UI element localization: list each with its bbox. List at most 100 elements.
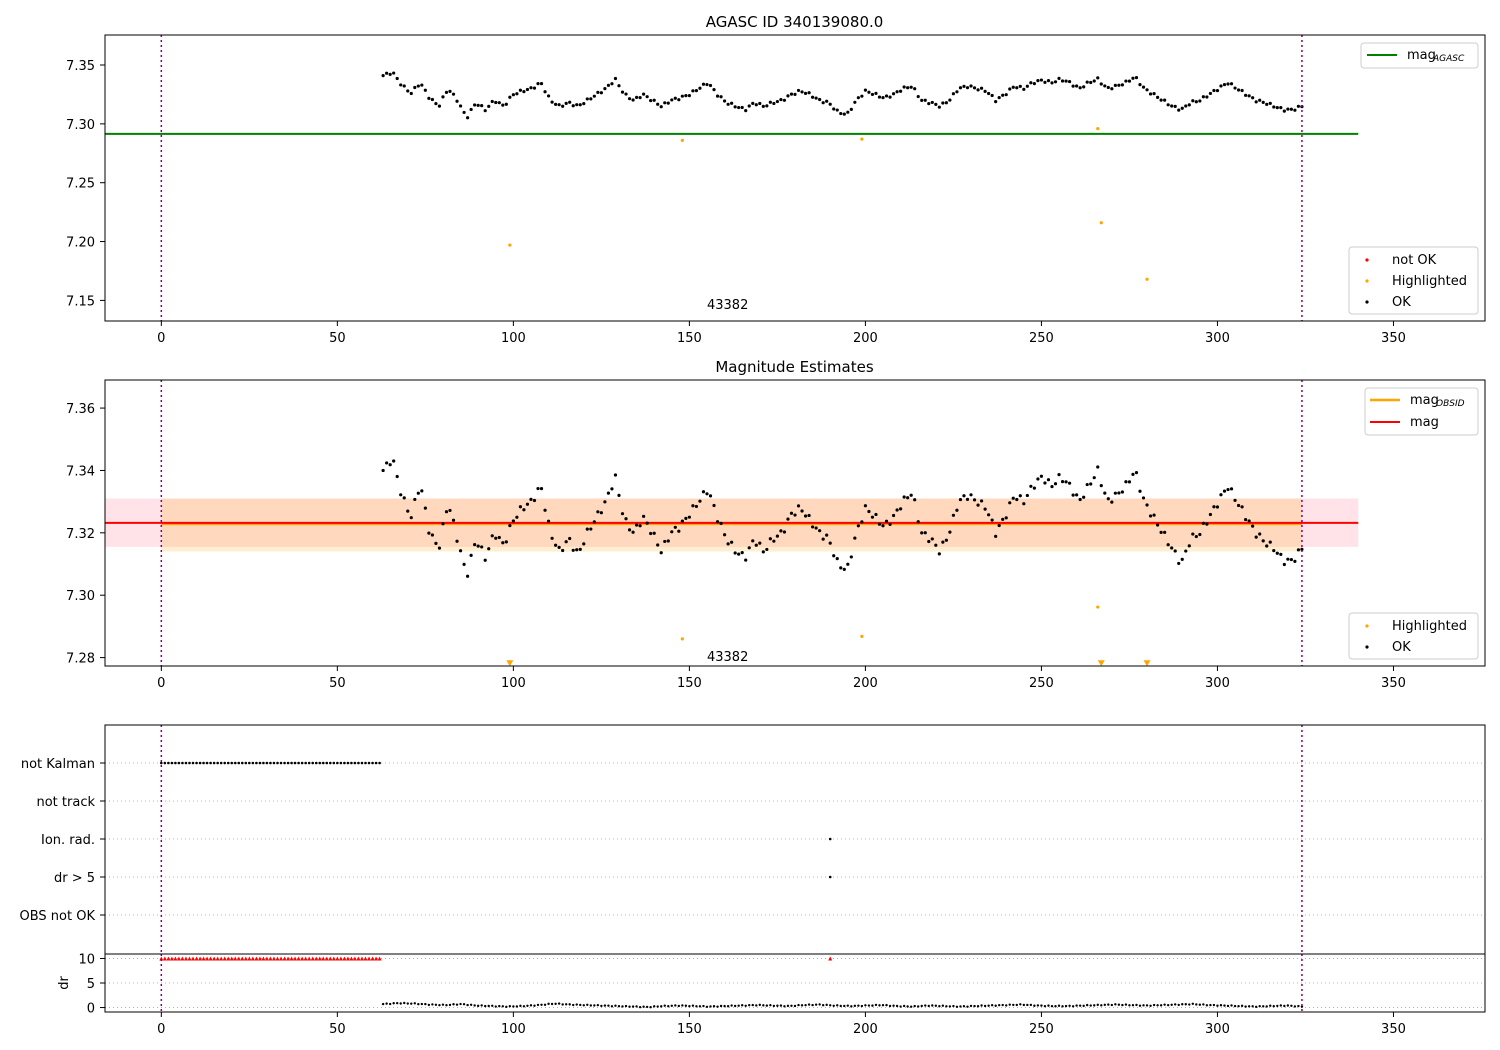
point-ok bbox=[811, 525, 815, 529]
marker-dr-clipped bbox=[307, 956, 312, 961]
point-ok bbox=[1071, 84, 1075, 88]
y-tick-label: 7.25 bbox=[66, 177, 95, 192]
point-dr bbox=[533, 1004, 536, 1007]
point-dr bbox=[1029, 1003, 1033, 1007]
point-dr bbox=[406, 1002, 409, 1005]
point-dr bbox=[1269, 1004, 1272, 1007]
point-dr bbox=[846, 1004, 850, 1007]
flag-point bbox=[360, 761, 364, 765]
point-dr bbox=[501, 1005, 505, 1008]
point-ok bbox=[994, 534, 998, 538]
point-ok bbox=[620, 512, 625, 516]
point-ok bbox=[994, 100, 998, 104]
point-ok bbox=[899, 507, 903, 511]
point-ok bbox=[642, 92, 646, 96]
top-panel-title: AGASC ID 340139080.0 bbox=[706, 13, 884, 31]
point-ok bbox=[927, 101, 931, 106]
point-dr bbox=[867, 1004, 871, 1007]
point-ok bbox=[1103, 491, 1107, 495]
point-dr bbox=[811, 1003, 814, 1007]
point-dr bbox=[554, 1002, 557, 1006]
point-dr bbox=[1265, 1005, 1268, 1008]
point-dr bbox=[536, 1003, 540, 1007]
point-ok bbox=[772, 539, 776, 543]
marker-dr-clipped bbox=[215, 956, 220, 961]
point-ok bbox=[740, 551, 744, 555]
flag-row-label: Ion. rad. bbox=[41, 833, 95, 848]
point-dr bbox=[568, 1003, 571, 1006]
marker-dr-clipped bbox=[194, 956, 199, 961]
point-ok bbox=[1120, 83, 1124, 87]
point-ok bbox=[849, 107, 853, 112]
point-ok bbox=[392, 71, 396, 75]
point-ok bbox=[1254, 100, 1258, 104]
point-ok bbox=[554, 102, 558, 106]
point-dr bbox=[1033, 1004, 1036, 1007]
point-ok bbox=[1127, 79, 1132, 83]
point-dr bbox=[593, 1004, 596, 1007]
point-dr bbox=[526, 1004, 529, 1007]
point-ok bbox=[825, 533, 829, 537]
point-ok bbox=[923, 98, 927, 102]
point-ok bbox=[765, 547, 769, 552]
marker-dr-clipped bbox=[233, 956, 238, 961]
point-dr bbox=[1188, 1003, 1191, 1006]
point-ok bbox=[821, 537, 825, 541]
flag-point bbox=[371, 761, 374, 765]
point-ok bbox=[564, 540, 568, 544]
point-ok bbox=[997, 95, 1001, 100]
point-ok bbox=[983, 89, 987, 93]
point-dr bbox=[413, 1002, 416, 1005]
point-ok bbox=[1099, 484, 1103, 488]
point-dr bbox=[751, 1003, 754, 1007]
top-legend-markers: not OK Highlighted OK bbox=[1348, 246, 1479, 315]
point-ok bbox=[1011, 85, 1015, 89]
point-dr bbox=[399, 1002, 402, 1005]
point-ok bbox=[1177, 561, 1181, 566]
point-ok bbox=[920, 531, 924, 535]
point-ok bbox=[1085, 80, 1089, 84]
point-ok bbox=[620, 90, 625, 94]
point-dr bbox=[1290, 1004, 1293, 1007]
point-dr bbox=[976, 1005, 980, 1008]
point-ok bbox=[617, 84, 621, 88]
point-ok bbox=[1268, 540, 1272, 544]
point-ok bbox=[888, 522, 892, 527]
marker-dr-clipped bbox=[349, 956, 354, 961]
point-dr bbox=[1181, 1003, 1184, 1006]
axes-frame bbox=[104, 34, 1486, 322]
flag-point bbox=[184, 761, 188, 765]
legend-label-highlighted: Highlighted bbox=[1392, 619, 1467, 634]
point-ok bbox=[1229, 487, 1234, 491]
point-dr bbox=[1050, 1004, 1054, 1008]
point-ok bbox=[775, 99, 779, 104]
point-ok bbox=[1029, 81, 1033, 85]
point-dr bbox=[821, 1004, 825, 1007]
point-dr bbox=[730, 1004, 733, 1007]
point-ok bbox=[867, 90, 871, 94]
point-ok bbox=[863, 504, 868, 508]
point-dr bbox=[607, 1004, 610, 1007]
point-dr bbox=[800, 1004, 804, 1007]
point-dr bbox=[1166, 1003, 1170, 1007]
x-tick-label: 100 bbox=[501, 1022, 526, 1037]
point-ok bbox=[1025, 493, 1029, 498]
point-dr bbox=[431, 1003, 434, 1006]
point-ok bbox=[441, 95, 445, 99]
point-ok bbox=[842, 567, 846, 571]
marker-dr-clipped bbox=[226, 956, 231, 961]
point-dr bbox=[596, 1003, 600, 1007]
point-dr bbox=[1177, 1003, 1180, 1007]
x-tick-label: 200 bbox=[853, 676, 878, 691]
x-tick-label: 200 bbox=[853, 331, 878, 346]
flag-point bbox=[265, 761, 269, 765]
point-ok bbox=[1053, 482, 1058, 486]
flag-point bbox=[828, 837, 832, 841]
flag-point bbox=[212, 761, 216, 765]
x-tick-label: 150 bbox=[677, 331, 702, 346]
point-ok bbox=[1117, 491, 1121, 495]
point-dr bbox=[1219, 1004, 1223, 1007]
point-dr bbox=[1300, 1005, 1304, 1008]
point-ok bbox=[856, 96, 860, 100]
